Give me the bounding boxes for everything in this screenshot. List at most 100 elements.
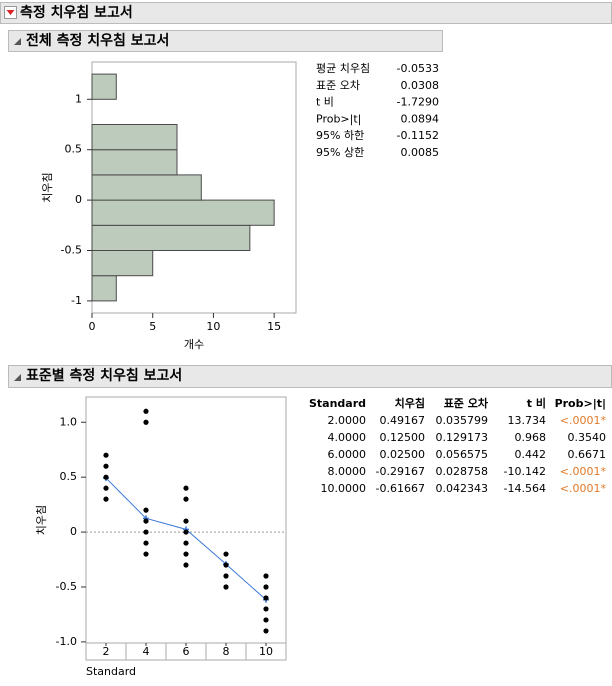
bar bbox=[91, 275, 117, 302]
x-tick-label: 2 bbox=[103, 645, 110, 658]
point bbox=[223, 573, 229, 579]
point bbox=[263, 595, 269, 601]
x-tick-label: 10 bbox=[259, 645, 273, 658]
column-header: 치우침 bbox=[395, 396, 425, 410]
table-cell: -0.29167 bbox=[376, 465, 425, 478]
y-tick-label: -1 bbox=[71, 294, 82, 307]
y-axis-label: 치우침 bbox=[41, 172, 54, 202]
y-tick-label: 1 bbox=[75, 92, 82, 105]
disclosure-icon[interactable] bbox=[14, 374, 21, 381]
x-axis-label: 개수 bbox=[184, 338, 204, 351]
point bbox=[223, 562, 229, 568]
x-tick-label: 10 bbox=[206, 320, 220, 333]
table-cell: -14.564 bbox=[504, 482, 546, 495]
table-cell: -10.142 bbox=[504, 465, 546, 478]
table-cell: 0.442 bbox=[515, 448, 547, 461]
point bbox=[223, 551, 229, 557]
y-tick-label: 0 bbox=[75, 193, 82, 206]
table-cell: 0.042343 bbox=[436, 482, 489, 495]
x-tick-label: 4 bbox=[143, 645, 150, 658]
y-axis-label: 치우침 bbox=[35, 505, 48, 535]
point bbox=[183, 551, 189, 557]
x-tick-label: 0 bbox=[89, 320, 96, 333]
stat-label: 95% 하한 bbox=[316, 128, 364, 142]
y-tick-label: -1.0 bbox=[56, 635, 77, 648]
bar bbox=[91, 250, 154, 277]
table-cell: 0.129173 bbox=[436, 431, 489, 444]
point bbox=[103, 463, 109, 469]
table-cell: 6.0000 bbox=[328, 448, 367, 461]
x-axis-label: Standard bbox=[86, 665, 136, 678]
column-header: 표준 오차 bbox=[444, 396, 489, 410]
table-cell: <.0001* bbox=[560, 465, 607, 478]
stat-label: 95% 상한 bbox=[316, 146, 364, 159]
column-header: Prob>|t| bbox=[555, 397, 606, 410]
point bbox=[143, 540, 149, 546]
x-tick-label: 15 bbox=[267, 320, 281, 333]
point bbox=[183, 485, 189, 491]
stat-value: 0.0308 bbox=[401, 79, 440, 92]
bar bbox=[91, 73, 117, 100]
point bbox=[183, 518, 189, 524]
table-cell: -0.61667 bbox=[376, 482, 425, 495]
x-tick-label: 8 bbox=[223, 645, 230, 658]
point bbox=[103, 485, 109, 491]
point bbox=[143, 529, 149, 535]
point bbox=[183, 529, 189, 535]
table-cell: 10.0000 bbox=[321, 482, 367, 495]
table-cell: 0.035799 bbox=[436, 414, 489, 427]
stat-value: -0.0533 bbox=[397, 62, 439, 75]
y-tick-label: 0 bbox=[70, 525, 77, 538]
point bbox=[143, 419, 149, 425]
point bbox=[143, 408, 149, 414]
disclosure-icon[interactable] bbox=[14, 38, 21, 45]
point bbox=[143, 551, 149, 557]
section-bar bbox=[8, 30, 443, 52]
stat-label: 평균 치우침 bbox=[316, 62, 370, 75]
bar bbox=[91, 174, 202, 201]
x-tick-label: 5 bbox=[149, 320, 156, 333]
table-cell: 2.0000 bbox=[328, 414, 367, 427]
point bbox=[183, 496, 189, 502]
table-cell: 0.968 bbox=[515, 431, 547, 444]
stat-value: -1.7290 bbox=[397, 96, 439, 109]
point bbox=[103, 474, 109, 480]
table-cell: 8.0000 bbox=[328, 465, 367, 478]
table-cell: <.0001* bbox=[560, 482, 607, 495]
point bbox=[263, 584, 269, 590]
point bbox=[103, 452, 109, 458]
y-tick-label: 0.5 bbox=[65, 143, 83, 156]
point bbox=[263, 628, 269, 634]
point bbox=[223, 584, 229, 590]
stat-label: t 비 bbox=[316, 96, 334, 109]
stat-label: Prob>|t| bbox=[316, 112, 361, 125]
bar bbox=[91, 149, 178, 176]
section-title: 표준별 측정 치우침 보고서 bbox=[26, 367, 182, 384]
stat-value: 0.0894 bbox=[401, 112, 440, 125]
table-cell: 0.056575 bbox=[436, 448, 489, 461]
table-cell: <.0001* bbox=[560, 414, 607, 427]
table-cell: 4.0000 bbox=[328, 431, 367, 444]
table-cell: 0.49167 bbox=[380, 414, 426, 427]
y-tick-label: 0.5 bbox=[60, 470, 78, 483]
stat-value: -0.1152 bbox=[397, 129, 439, 142]
point bbox=[263, 606, 269, 612]
y-tick-label: 1.0 bbox=[60, 415, 78, 428]
point bbox=[263, 573, 269, 579]
x-tick-label: 6 bbox=[183, 645, 190, 658]
section-title: 전체 측정 치우침 보고서 bbox=[26, 32, 169, 49]
point bbox=[103, 496, 109, 502]
report-title: 측정 치우침 보고서 bbox=[20, 4, 133, 21]
column-header: Standard bbox=[309, 397, 366, 410]
y-tick-label: -0.5 bbox=[61, 244, 82, 257]
point bbox=[263, 617, 269, 623]
stat-label: 표준 오차 bbox=[316, 79, 360, 92]
table-cell: 0.028758 bbox=[436, 465, 489, 478]
y-tick-label: -0.5 bbox=[56, 580, 77, 593]
point bbox=[183, 562, 189, 568]
table-cell: 13.734 bbox=[508, 414, 547, 427]
table-cell: 0.12500 bbox=[380, 431, 426, 444]
table-cell: 0.6671 bbox=[568, 448, 607, 461]
point bbox=[183, 540, 189, 546]
